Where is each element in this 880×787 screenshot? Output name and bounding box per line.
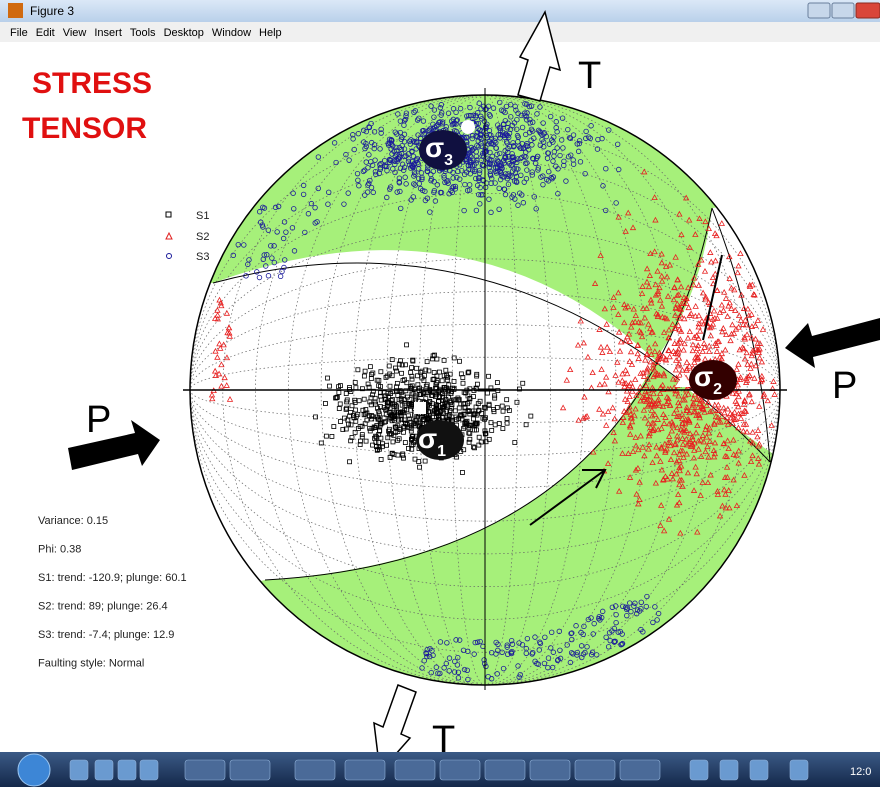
taskbar-button[interactable] [575,760,615,780]
legend-swatch [166,233,172,239]
legend-label: S1 [196,210,209,222]
page: Figure 3 File Edit View Insert Tools Desktop W… [0,0,880,787]
clock: 12:0 [850,766,871,778]
legend-swatch [166,212,171,217]
screen: Figure 3 File Edit View Insert Tools Desktop W… [0,0,880,787]
taskbar-button[interactable] [95,760,113,780]
close-button[interactable] [856,3,880,18]
menu-item[interactable]: Help [259,27,282,39]
axis-label: P [832,365,857,407]
taskbar-button[interactable] [620,760,660,780]
legend-swatch [167,254,172,259]
stat-line: S3: trend: -7.4; plunge: 12.9 [38,629,174,641]
legend: S1 S2 S3 [166,210,209,263]
taskbar-button[interactable] [750,760,768,780]
taskbar-button[interactable] [485,760,525,780]
app-icon [8,3,23,18]
stat-line: S2: trend: 89; plunge: 26.4 [38,601,168,613]
title-line: STRESS [32,67,152,100]
menu-item[interactable]: Insert [94,27,122,39]
sigma3-marker [461,120,475,134]
taskbar-button[interactable] [720,760,738,780]
window-title: Figure 3 [30,4,74,18]
legend-label: S2 [196,231,209,243]
taskbar-button[interactable] [140,760,158,780]
taskbar-button[interactable] [118,760,136,780]
taskbar-button[interactable] [230,760,270,780]
axis-label: P [86,399,111,441]
menu-item[interactable]: File [10,27,28,39]
maximize-button[interactable] [832,3,854,18]
taskbar-button[interactable] [70,760,88,780]
legend-label: S3 [196,251,209,263]
taskbar-button[interactable] [690,760,708,780]
taskbar-button[interactable] [345,760,385,780]
title-line: TENSOR [22,112,147,145]
menu-item[interactable]: Window [212,27,251,39]
menu-item[interactable]: View [63,27,87,39]
minimize-button[interactable] [808,3,830,18]
sigma1-marker [414,402,426,414]
taskbar-button[interactable] [530,760,570,780]
menu-item[interactable]: Tools [130,27,156,39]
stat-line: Phi: 0.38 [38,544,81,556]
taskbar-button[interactable] [295,760,335,780]
start-button[interactable] [18,754,50,786]
axis-label: T [578,55,601,97]
menu-item[interactable]: Desktop [164,27,204,39]
stat-line: S1: trend: -120.9; plunge: 60.1 [38,572,187,584]
stat-line: Variance: 0.15 [38,515,108,527]
taskbar-button[interactable] [440,760,480,780]
menu-item[interactable]: Edit [36,27,55,39]
title-bar [0,0,880,22]
taskbar-button[interactable] [185,760,225,780]
taskbar-button[interactable] [395,760,435,780]
compression-arrow [785,318,880,368]
compression-arrow [68,420,160,470]
stat-line: Faulting style: Normal [38,658,144,670]
taskbar-button[interactable] [790,760,808,780]
